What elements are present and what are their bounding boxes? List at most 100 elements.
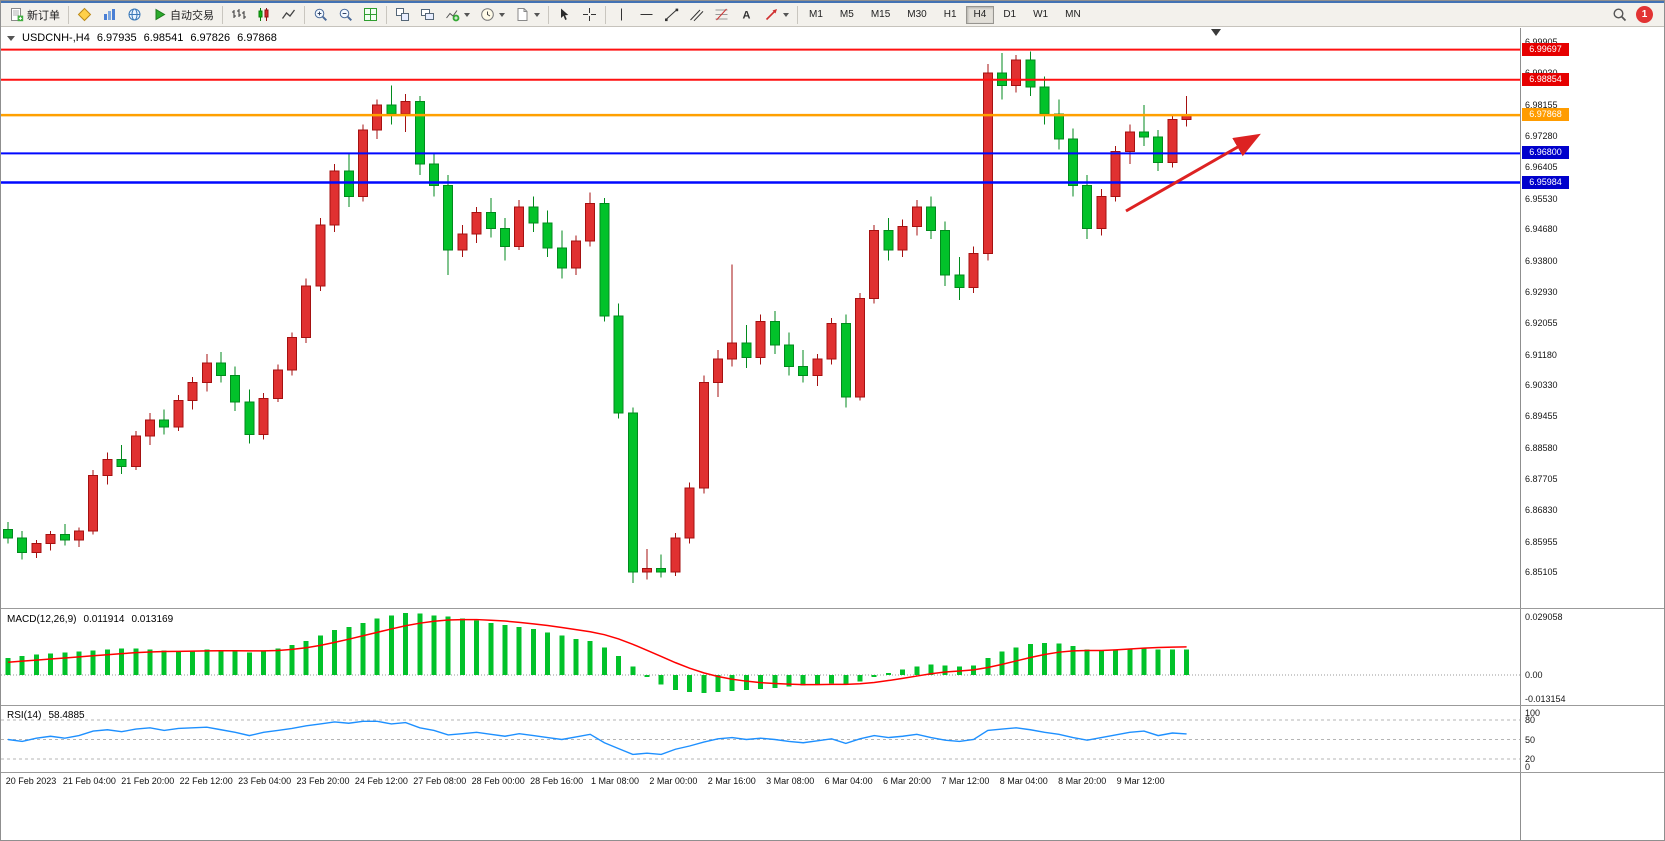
cascade-windows-icon	[421, 9, 434, 20]
time-axis-label: 23 Feb 04:00	[238, 776, 292, 786]
time-axis-label: 8 Mar 04:00	[999, 776, 1048, 786]
crosshair-button[interactable]	[577, 4, 602, 25]
vertical-line-button[interactable]	[609, 4, 634, 25]
trendline-button[interactable]	[659, 4, 684, 25]
new-order-button[interactable]: 新订单	[4, 4, 65, 25]
notification-badge[interactable]: 1	[1636, 6, 1653, 23]
chevron-down-icon	[534, 12, 540, 17]
price-level-badge: 6.97868	[1522, 108, 1569, 122]
text-icon: A	[743, 10, 751, 22]
macd-signal-value: 0.013169	[131, 614, 174, 625]
bar-chart-icon	[232, 9, 246, 19]
cascade-windows-button[interactable]	[415, 4, 440, 25]
text-button[interactable]: A	[734, 4, 759, 25]
macd-signal-line	[7, 618, 1187, 686]
shapes-button[interactable]	[759, 4, 794, 25]
toolbar-separator	[222, 5, 223, 24]
crosshair-icon	[583, 8, 596, 21]
timeframe-w1-button[interactable]: W1	[1025, 6, 1056, 24]
macd-title: MACD(12,26,9)	[7, 614, 77, 625]
time-axis-label: 24 Feb 12:00	[354, 776, 408, 786]
timeframe-m1-button[interactable]: M1	[801, 6, 831, 24]
timeframe-h4-button[interactable]: H4	[965, 5, 995, 24]
timeframe-mn-button[interactable]: MN	[1057, 6, 1089, 24]
price-level-badge: 6.96800	[1522, 146, 1569, 160]
trend-arrow-annotation[interactable]	[1125, 133, 1261, 213]
macd-header: MACD(12,26,9) 0.011914 0.013169	[7, 614, 173, 625]
cursor-icon	[561, 8, 569, 20]
time-axis-label: 21 Feb 04:00	[62, 776, 116, 786]
time-axis-label: 27 Feb 08:00	[413, 776, 467, 786]
toolbar-separator	[68, 5, 69, 24]
timeframe-m30-button[interactable]: M30	[899, 6, 934, 24]
zoom-in-button[interactable]	[308, 4, 333, 25]
price-axis-label: 6.93800	[1525, 255, 1558, 266]
macd-axis-label: -0.013154	[1525, 694, 1566, 704]
time-axis-label: 28 Feb 16:00	[530, 776, 584, 786]
open-value: 6.97935	[96, 32, 137, 44]
panel-splitter[interactable]	[1, 608, 1664, 609]
timeframe-m5-button[interactable]: M5	[832, 6, 862, 24]
svg-text:A: A	[743, 10, 751, 22]
price-axis-label: 6.90330	[1525, 379, 1558, 390]
indicators-button[interactable]	[440, 4, 475, 25]
price-axis[interactable]: 6.999056.990306.981556.972806.964056.955…	[1520, 28, 1664, 840]
timeframe-d1-button[interactable]: D1	[995, 6, 1024, 24]
panel-splitter[interactable]	[1, 772, 1664, 773]
time-axis-label: 8 Mar 20:00	[1058, 776, 1107, 786]
candlestick-chart-button[interactable]	[251, 4, 276, 25]
time-axis-label: 3 Mar 08:00	[766, 776, 815, 786]
grid-button[interactable]	[358, 4, 383, 25]
web-terminal-button[interactable]	[122, 4, 147, 25]
tile-windows-button[interactable]	[390, 4, 415, 25]
time-axis-label: 20 Feb 2023	[5, 776, 57, 786]
search-icon	[1613, 8, 1627, 22]
price-axis-label: 6.92930	[1525, 286, 1558, 297]
time-axis-label: 28 Feb 00:00	[471, 776, 525, 786]
rsi-line	[7, 720, 1187, 756]
fibonacci-icon	[715, 8, 728, 21]
price-axis-label: 6.99905	[1525, 37, 1558, 47]
market-watch-icon	[104, 9, 115, 20]
time-axis-label: 9 Mar 12:00	[1116, 776, 1165, 786]
metaeditor-button[interactable]	[72, 4, 97, 25]
channel-button[interactable]	[684, 4, 709, 25]
horizontal-line-button[interactable]	[634, 4, 659, 25]
collapse-chart-icon[interactable]	[7, 35, 15, 41]
periods-button[interactable]	[475, 4, 510, 25]
templates-button[interactable]	[510, 4, 545, 25]
time-axis-label: 6 Mar 04:00	[824, 776, 873, 786]
line-chart-button[interactable]	[276, 4, 301, 25]
vertical-line-icon	[621, 8, 622, 21]
rsi-axis-label: 0	[1525, 762, 1531, 772]
indicators-icon	[446, 10, 460, 22]
arrow-shape-icon	[765, 9, 777, 21]
time-axis-label: 21 Feb 20:00	[121, 776, 175, 786]
autotrading-label: 自动交易	[170, 9, 214, 22]
chevron-down-icon	[464, 12, 470, 17]
fibonacci-button[interactable]	[709, 4, 734, 25]
bar-chart-button[interactable]	[226, 4, 251, 25]
rsi-header: RSI(14) 58.4885	[7, 710, 85, 721]
time-axis-label: 7 Mar 12:00	[941, 776, 990, 786]
market-watch-button[interactable]	[97, 4, 122, 25]
notification-count: 1	[1641, 9, 1648, 20]
chart-window: USDCNH-,H4 6.97935 6.98541 6.97826 6.978…	[1, 28, 1664, 840]
rsi-axis-label: 50	[1525, 734, 1536, 745]
time-axis[interactable]: 20 Feb 2023 21 Feb 04:00 21 Feb 20:00 22 Fe…	[1, 773, 1520, 790]
cursor-button[interactable]	[552, 4, 577, 25]
autotrading-button[interactable]: 自动交易	[147, 4, 219, 25]
price-axis-label: 6.89455	[1525, 411, 1558, 422]
chart-shift-marker[interactable]	[1211, 29, 1221, 36]
chart-plot-area[interactable]	[1, 28, 1520, 790]
panel-splitter[interactable]	[1, 705, 1664, 706]
price-axis-label: 6.94680	[1525, 224, 1558, 235]
rsi-value: 58.4885	[48, 710, 85, 721]
tile-windows-icon	[396, 8, 409, 21]
time-axis-label: 6 Mar 20:00	[882, 776, 932, 786]
search-button[interactable]	[1607, 4, 1632, 25]
timeframe-h1-button[interactable]: H1	[936, 6, 965, 24]
time-axis-label: 2 Mar 00:00	[649, 776, 698, 786]
zoom-out-button[interactable]	[333, 4, 358, 25]
timeframe-m15-button[interactable]: M15	[863, 6, 898, 24]
